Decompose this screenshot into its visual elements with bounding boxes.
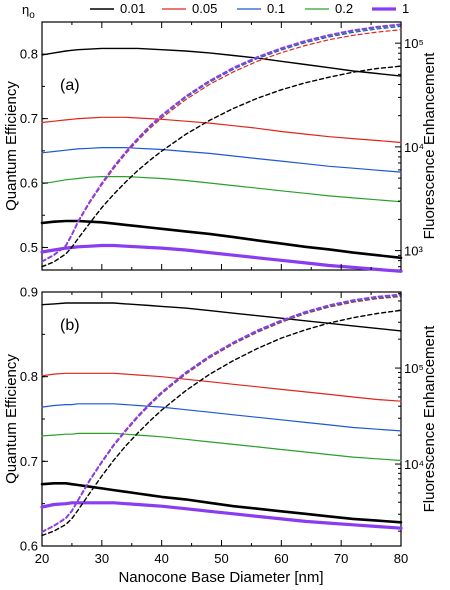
y2-tick-label-a-0: 10³: [404, 244, 423, 259]
y-axis-title-a: Quantum Efficiency: [3, 81, 20, 211]
y-tick-label-b-0.6: 0.6: [20, 539, 38, 554]
legend-label-0.1: 0.1: [267, 1, 285, 16]
legend-title-main: η: [22, 2, 29, 17]
ticks-group-b: 20 30 40 50 60 70 80 0.6 0.7 0.8 0.9 10⁴ 10⁵: [20, 285, 424, 567]
legend-title: ηo: [22, 2, 35, 21]
x-tick-label-20: 20: [35, 551, 49, 566]
y2-axis-title-a: Fluorescence Enhancement: [421, 52, 438, 240]
series-a-right-0_2-9: [41, 24, 402, 263]
y2-tick-label-a-2: 10⁵: [404, 36, 424, 51]
series-b-left-0_2-3: [41, 432, 402, 462]
x-tick-label-80: 80: [394, 551, 408, 566]
series-a-right-1-10: [41, 23, 402, 263]
x-tick-label-50: 50: [214, 551, 228, 566]
series-b-left-0_05-1: [41, 372, 402, 402]
y2-tick-label-a-1: 10⁴: [404, 140, 424, 155]
x-axis-title: Nanocone Base Diameter [nm]: [118, 569, 323, 586]
series-a-left-0_01-0: [41, 47, 402, 77]
legend-label-0.05: 0.05: [192, 1, 217, 16]
panel-b: 20 30 40 50 60 70 80 0.6 0.7 0.8 0.9 10⁴ 10⁵ (b) Qua…: [3, 285, 438, 567]
series-a-left-0_05-1: [41, 116, 402, 144]
series-group-b: [40, 293, 403, 537]
series-group-a: [40, 23, 403, 273]
plot-frame-a: [41, 21, 402, 271]
series-a-right-0_1-8: [41, 25, 402, 263]
y-tick-label-b-0.8: 0.8: [20, 369, 38, 384]
y-tick-label-b-0.9: 0.9: [20, 285, 38, 300]
x-tick-label-40: 40: [154, 551, 168, 566]
panel-a: 0.5 0.6 0.7 0.8 10³ 10⁴ 10⁵ (a) Quantum Effici…: [3, 21, 438, 273]
legend-label-0.2: 0.2: [335, 1, 353, 16]
series-b-right-0_05-7: [41, 296, 402, 533]
legend-label-0.01: 0.01: [120, 1, 145, 16]
series-a-left-0_2-3: [41, 176, 402, 203]
panel-label-b: (b): [60, 317, 80, 334]
y2-axis-title-b: Fluorescence Enhancement: [421, 325, 438, 513]
series-a-right-0_01-6: [41, 65, 402, 268]
series-a-left-1-5: [40, 243, 403, 273]
y-tick-label-b-0.7: 0.7: [20, 454, 38, 469]
series-a-right-0_05-7: [41, 29, 402, 263]
y-tick-label-a-0.5: 0.5: [20, 240, 38, 255]
series-b-left-0_1-2: [41, 403, 402, 432]
y-tick-label-a-0.8: 0.8: [20, 47, 38, 62]
series-a-left-0_1-2: [41, 147, 402, 173]
series-a-left-1-4: [40, 219, 403, 260]
legend: ηo 0.01 0.05 0.1 0.2 1: [22, 1, 409, 21]
y-tick-label-a-0.6: 0.6: [20, 176, 38, 191]
x-tick-label-70: 70: [334, 551, 348, 566]
y-tick-label-a-0.7: 0.7: [20, 111, 38, 126]
series-b-right-0_01-6: [41, 309, 402, 537]
panel-label-a: (a): [60, 77, 80, 94]
series-b-left-1-5: [40, 501, 403, 530]
legend-label-1: 1: [402, 1, 409, 16]
series-b-right-1-10: [41, 293, 402, 533]
x-tick-label-60: 60: [274, 551, 288, 566]
y-axis-title-b: Quantum Efficiency: [3, 354, 20, 484]
x-tick-label-30: 30: [95, 551, 109, 566]
legend-title-sub: o: [29, 10, 35, 21]
ticks-group-a: 0.5 0.6 0.7 0.8 10³ 10⁴ 10⁵: [20, 22, 424, 270]
plot-frame-b: [41, 291, 402, 547]
y2-tick-label-b-0: 10⁴: [404, 457, 424, 472]
legend-entries: 0.01 0.05 0.1 0.2 1: [90, 1, 409, 16]
series-b-left-0_01-0: [41, 302, 402, 332]
series-b-left-1-4: [40, 481, 403, 524]
y2-tick-label-b-1: 10⁵: [404, 361, 424, 376]
